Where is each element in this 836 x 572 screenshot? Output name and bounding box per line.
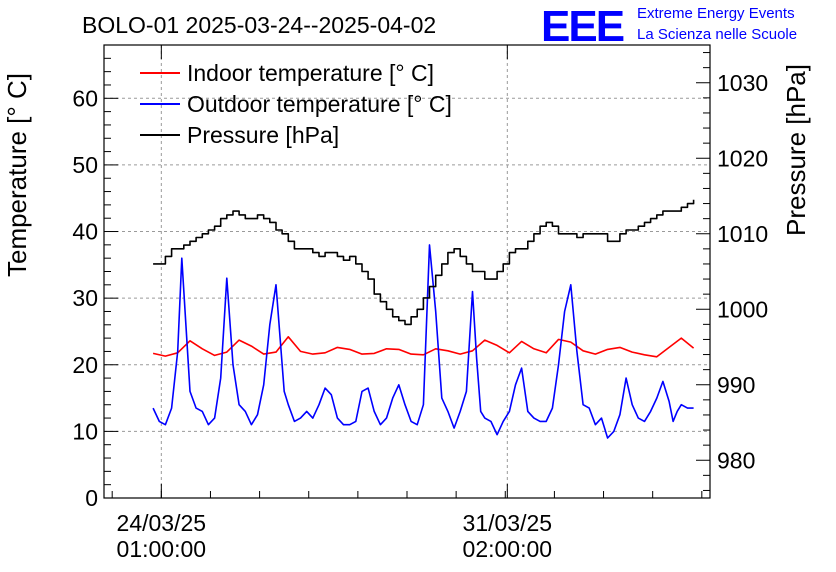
tick-labels: 0102030405060980990100010101020103024/03… (72, 70, 768, 562)
x-tick-label-date: 31/03/25 (463, 510, 553, 536)
y-left-tick-label: 0 (85, 485, 98, 511)
y-right-tick-label: 1000 (717, 296, 768, 322)
y-left-tick-label: 50 (72, 152, 98, 178)
y-left-tick-label: 40 (72, 219, 98, 245)
y-right-tick-label: 990 (717, 372, 755, 398)
eee-logo-line2: La Scienza nelle Scuole (637, 26, 797, 43)
eee-logo-mark: EEE (541, 2, 624, 51)
series-line-3 (153, 199, 695, 326)
y-left-tick-label: 20 (72, 352, 98, 378)
legend-label: Indoor temperature [° C] (187, 60, 434, 86)
y-right-tick-label: 1020 (717, 145, 768, 171)
series-line-1 (152, 336, 695, 358)
y-right-tick-label: 1030 (717, 70, 768, 96)
grid (104, 45, 710, 498)
legend-label: Pressure [hPa] (187, 122, 339, 148)
y-axis-right-title: Pressure [hPa] (781, 64, 811, 236)
y-left-tick-label: 10 (72, 418, 98, 444)
y-right-tick-label: 1010 (717, 221, 768, 247)
x-tick-label-time: 02:00:00 (463, 536, 553, 562)
legend: Indoor temperature [° C] Outdoor temperat… (140, 60, 452, 148)
legend-label: Outdoor temperature [° C] (187, 91, 452, 117)
eee-logo-line1: Extreme Energy Events (637, 5, 795, 22)
chart-title: BOLO-01 2025-03-24--2025-04-02 (82, 12, 436, 38)
series-line-2 (152, 244, 694, 439)
series-layer (152, 199, 695, 439)
y-left-tick-label: 60 (72, 85, 98, 111)
x-tick-label-time: 01:00:00 (117, 536, 207, 562)
eee-logo: EEE Extreme Energy Events La Scienza nel… (541, 2, 797, 51)
x-tick-label-date: 24/03/25 (117, 510, 207, 536)
axis-ticks (104, 44, 710, 499)
y-right-tick-label: 980 (717, 447, 755, 473)
y-axis-left-title: Temperature [° C] (2, 73, 32, 277)
y-left-tick-label: 30 (72, 285, 98, 311)
